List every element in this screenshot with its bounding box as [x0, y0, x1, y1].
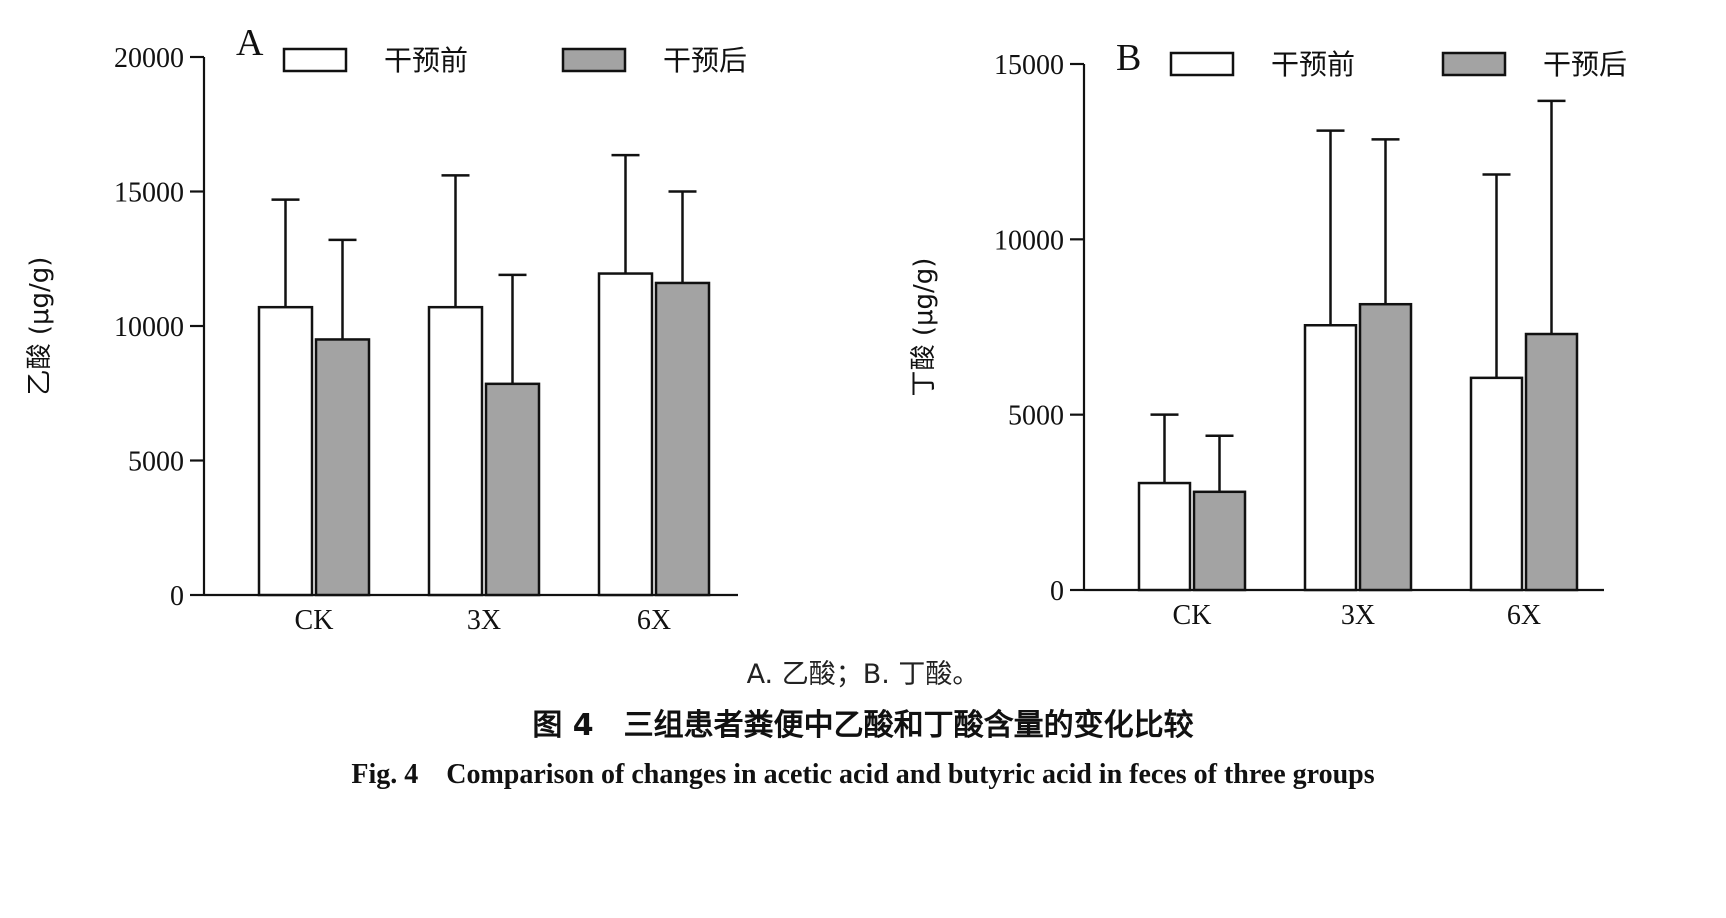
legend-swatch	[561, 47, 627, 73]
bar	[1524, 332, 1579, 592]
bar	[484, 382, 541, 597]
bar	[427, 305, 484, 597]
bar	[1192, 490, 1247, 592]
figure-title-cn: 图 4 三组患者粪便中乙酸和丁酸含量的变化比较	[532, 708, 1194, 743]
y-tick-label: 5000	[1008, 401, 1064, 432]
bar	[597, 272, 654, 597]
y-tick-label: 5000	[128, 447, 184, 478]
panel-label: B	[1116, 37, 1141, 79]
bar	[1469, 376, 1524, 592]
panel-label: A	[236, 22, 264, 64]
legend-swatch	[1169, 51, 1235, 77]
legend-swatch	[1441, 51, 1507, 77]
y-axis-title: 丁酸 (μg/g)	[909, 258, 939, 397]
bar	[654, 281, 711, 597]
chart-panel-b: 0 5000 10000 15000 B 丁酸 (μg/g) 干预前 干预后 CK 3X 6X	[909, 37, 1627, 631]
y-tick-label: 10000	[114, 312, 184, 343]
figure-title-en: Fig. 4 Comparison of changes in acetic a…	[351, 759, 1375, 790]
x-tick-label: 6X	[1507, 600, 1541, 631]
y-tick-label: 15000	[994, 50, 1064, 81]
bar	[1137, 481, 1192, 592]
y-tick-label: 15000	[114, 178, 184, 209]
bar	[257, 305, 314, 597]
legend-swatch	[282, 47, 348, 73]
bar	[1358, 302, 1413, 592]
y-tick-label: 0	[1050, 576, 1064, 607]
chart-panel-a: 0 5000 10000 15000 20000 A 乙酸 (μg/g) 干预前 干预后 CK 3X…	[25, 22, 747, 636]
legend-label: 干预后	[663, 44, 747, 77]
y-tick-label: 0	[170, 581, 184, 612]
figure-subcaption: A. 乙酸；B. 丁酸。	[746, 659, 980, 690]
legend-label: 干预前	[384, 44, 468, 77]
x-tick-label: 3X	[1341, 600, 1375, 631]
y-axis-title: 乙酸 (μg/g)	[25, 257, 55, 396]
legend-label: 干预前	[1271, 48, 1355, 81]
x-tick-label: CK	[295, 605, 334, 636]
x-tick-label: 3X	[467, 605, 501, 636]
y-tick-label: 10000	[994, 225, 1064, 256]
y-tick-label: 20000	[114, 43, 184, 74]
bar	[1303, 323, 1358, 592]
legend-label: 干预后	[1543, 48, 1627, 81]
x-tick-label: 6X	[637, 605, 671, 636]
bar	[314, 338, 371, 597]
x-tick-label: CK	[1173, 600, 1212, 631]
